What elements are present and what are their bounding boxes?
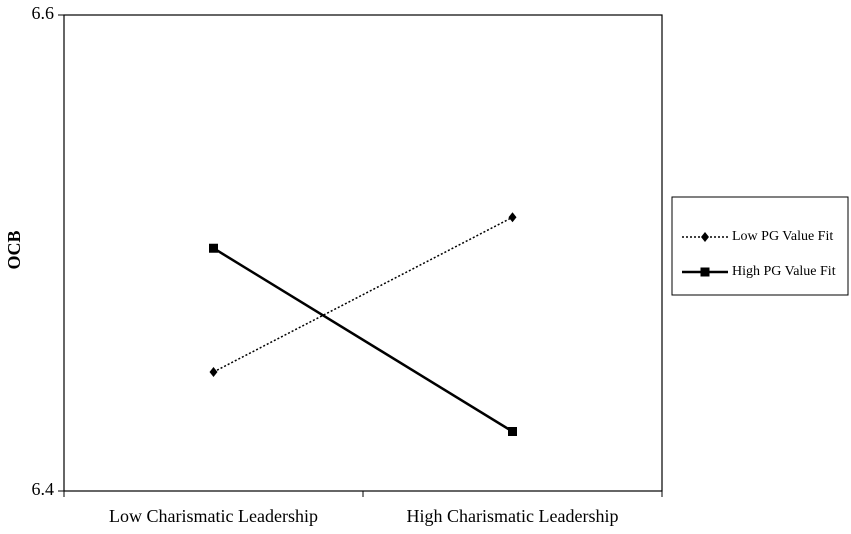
- y-tick-label: 6.6: [32, 3, 55, 23]
- y-axis-label: OCB: [4, 230, 24, 269]
- legend: [671, 196, 849, 296]
- x-tick-label: High Charismatic Leadership: [407, 506, 619, 526]
- marker: [508, 212, 517, 223]
- line: [213, 216, 513, 373]
- marker: [701, 232, 709, 242]
- line: [212, 247, 514, 433]
- marker: [700, 267, 710, 277]
- marker: [209, 367, 218, 377]
- x-tick-label: Low Charismatic Leadership: [109, 506, 318, 526]
- marker: [508, 427, 517, 436]
- legend-label: Low PG Value Fit: [732, 229, 833, 244]
- legend-label: High PG Value Fit: [732, 264, 836, 279]
- y-tick-label: 6.4: [32, 479, 55, 499]
- marker: [209, 243, 218, 253]
